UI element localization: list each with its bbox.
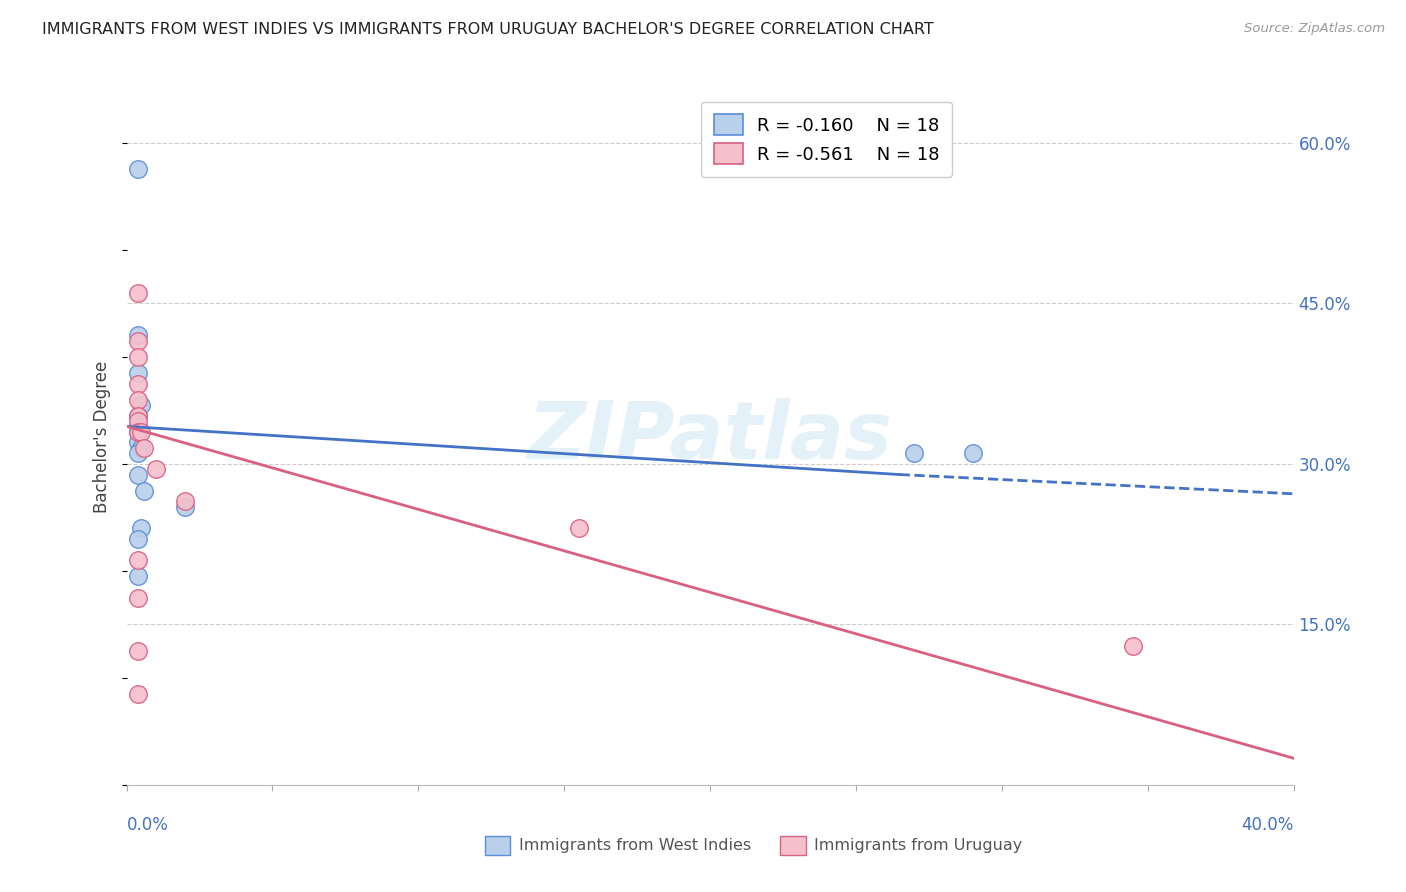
Point	[127, 285, 149, 300]
Point	[127, 409, 149, 423]
Point	[127, 419, 149, 434]
Point	[127, 687, 149, 701]
Point	[962, 446, 984, 460]
Point	[174, 500, 197, 514]
Point	[127, 569, 149, 583]
Point	[127, 409, 149, 423]
Point	[127, 366, 149, 380]
Point	[174, 494, 197, 508]
Point	[127, 334, 149, 348]
Point	[132, 441, 155, 455]
Point	[129, 425, 152, 439]
Point	[127, 162, 149, 177]
Point	[132, 483, 155, 498]
Point	[1122, 639, 1144, 653]
Point	[129, 441, 152, 455]
Point	[127, 425, 149, 439]
Point	[127, 644, 149, 658]
Point	[127, 553, 149, 567]
Point	[127, 328, 149, 343]
Point	[127, 435, 149, 450]
Point	[127, 591, 149, 605]
Point	[568, 521, 591, 535]
Point	[903, 446, 925, 460]
Text: IMMIGRANTS FROM WEST INDIES VS IMMIGRANTS FROM URUGUAY BACHELOR'S DEGREE CORRELA: IMMIGRANTS FROM WEST INDIES VS IMMIGRANT…	[42, 22, 934, 37]
Point	[127, 350, 149, 364]
Point	[127, 532, 149, 546]
Point	[127, 414, 149, 428]
Text: Source: ZipAtlas.com: Source: ZipAtlas.com	[1244, 22, 1385, 36]
Point	[129, 521, 152, 535]
Text: ZIPatlas: ZIPatlas	[527, 398, 893, 476]
Text: 40.0%: 40.0%	[1241, 816, 1294, 834]
Point	[129, 398, 152, 412]
Legend: R = -0.160    N = 18, R = -0.561    N = 18: R = -0.160 N = 18, R = -0.561 N = 18	[702, 102, 952, 177]
Point	[127, 446, 149, 460]
Text: Immigrants from Uruguay: Immigrants from Uruguay	[814, 838, 1022, 853]
Point	[127, 467, 149, 482]
Text: Immigrants from West Indies: Immigrants from West Indies	[519, 838, 751, 853]
Point	[127, 392, 149, 407]
Point	[127, 425, 149, 439]
Point	[127, 376, 149, 391]
Y-axis label: Bachelor's Degree: Bachelor's Degree	[93, 361, 111, 513]
Point	[145, 462, 167, 476]
Text: 0.0%: 0.0%	[127, 816, 169, 834]
